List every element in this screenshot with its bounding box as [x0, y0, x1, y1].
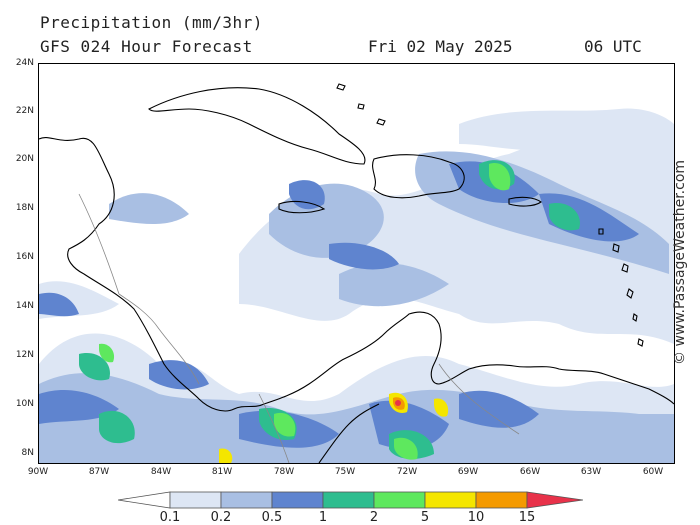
lon-label: 90W: [27, 467, 49, 477]
lon-label: 72W: [396, 467, 418, 477]
legend-swatch: [322, 491, 375, 509]
legend-label: 2: [369, 510, 379, 525]
lon-label: 69W: [457, 467, 479, 477]
lon-label: 66W: [519, 467, 541, 477]
lat-label: 24N: [15, 58, 34, 68]
lon-label: 75W: [334, 467, 356, 477]
legend-swatch-low: [118, 491, 171, 509]
coastlines: [39, 83, 674, 463]
lon-label: 87W: [88, 467, 110, 477]
borders: [78, 193, 520, 463]
lon-label: 78W: [273, 467, 295, 477]
lon-label: 63W: [580, 467, 602, 477]
forecast-time: 06 UTC: [584, 37, 642, 56]
map-title: Precipitation (mm/3hr): [40, 13, 263, 32]
lat-label: 20N: [15, 154, 34, 164]
lat-label: 14N: [15, 301, 34, 311]
precip-red: [395, 400, 401, 406]
precipitation-map: [38, 63, 675, 464]
precip-green: [99, 163, 511, 460]
legend-label: 5: [420, 510, 430, 525]
legend-swatch: [475, 491, 528, 509]
forecast-subtitle: GFS 024 Hour Forecast: [40, 37, 253, 56]
legend-swatch: [220, 491, 273, 509]
lon-label: 81W: [211, 467, 233, 477]
legend-label: 1: [318, 510, 328, 525]
lat-label: 10N: [15, 399, 34, 409]
legend-swatch: [373, 491, 426, 509]
lon-label: 60W: [642, 467, 664, 477]
legend-label: 0.5: [261, 510, 283, 525]
lon-label: 84W: [150, 467, 172, 477]
lat-label: 22N: [15, 106, 34, 116]
lat-label: 18N: [15, 203, 34, 213]
legend-label: 0.1: [159, 510, 181, 525]
legend-swatch: [169, 491, 222, 509]
legend-swatch: [271, 491, 324, 509]
forecast-date: Fri 02 May 2025: [368, 37, 513, 56]
legend-label: 0.2: [210, 510, 232, 525]
credit-text: © www.PassageWeather.com: [672, 159, 688, 365]
lat-label: 12N: [15, 350, 34, 360]
legend-label: 10: [467, 510, 485, 525]
map-canvas: [39, 83, 674, 463]
legend-label: 15: [518, 510, 536, 525]
lat-label: 16N: [15, 252, 34, 262]
lat-label: 8N: [21, 448, 34, 458]
legend-swatch-high: [526, 491, 583, 509]
legend-swatch: [424, 491, 477, 509]
legend-colorbar: [118, 491, 583, 509]
